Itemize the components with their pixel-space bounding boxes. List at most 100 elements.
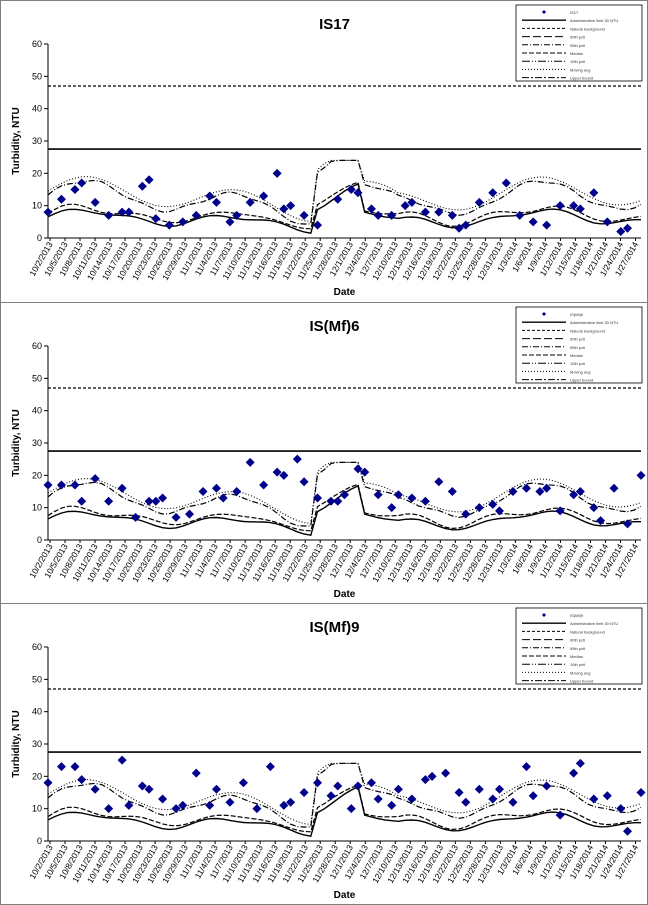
data-point xyxy=(43,778,53,788)
data-point xyxy=(117,755,127,765)
data-point xyxy=(272,467,282,477)
y-tick-label: 40 xyxy=(32,104,42,114)
data-point xyxy=(144,496,154,506)
data-point xyxy=(427,771,437,781)
y-tick-label: 20 xyxy=(32,771,42,781)
data-point xyxy=(447,487,457,496)
data-point xyxy=(575,758,585,768)
percentile-line xyxy=(47,483,642,532)
data-point xyxy=(454,223,464,233)
data-point xyxy=(623,223,633,233)
y-tick-label: 0 xyxy=(37,535,42,545)
data-point xyxy=(501,178,511,188)
data-point xyxy=(636,788,646,797)
y-tick-label: 0 xyxy=(37,233,42,243)
data-point xyxy=(623,826,633,836)
data-point xyxy=(211,784,221,794)
data-point xyxy=(346,804,356,814)
data-point xyxy=(360,467,370,477)
legend-label: Upper bound xyxy=(570,679,593,684)
legend-box xyxy=(515,607,643,685)
data-point xyxy=(70,480,80,490)
y-axis-label: Turbidity, NTU xyxy=(11,107,22,174)
data-point xyxy=(259,191,269,201)
legend-label: Upper bound xyxy=(570,76,593,81)
data-point xyxy=(494,784,504,794)
y-tick-label: 30 xyxy=(32,739,42,749)
data-point xyxy=(232,210,242,220)
data-point xyxy=(542,220,552,230)
data-point xyxy=(124,207,134,217)
data-point xyxy=(407,197,417,207)
data-point xyxy=(43,207,53,217)
data-point xyxy=(211,483,221,493)
data-point xyxy=(265,762,275,772)
data-point xyxy=(43,480,53,490)
data-point xyxy=(191,768,201,778)
data-point xyxy=(171,804,181,814)
data-point xyxy=(555,201,565,211)
legend-label: Administrative limit 30 NTU xyxy=(570,18,618,23)
upper-bound-line xyxy=(47,762,642,826)
y-tick-label: 30 xyxy=(32,136,42,146)
legend-label: 90th pctl xyxy=(570,337,585,342)
data-point xyxy=(158,794,168,804)
y-tick-label: 50 xyxy=(32,373,42,383)
y-tick-label: 20 xyxy=(32,470,42,480)
data-point xyxy=(353,781,363,791)
y-tick-label: 10 xyxy=(32,503,42,513)
data-point xyxy=(596,516,606,526)
legend-label: 10th pctl xyxy=(570,662,585,667)
chart-panel-is17: IS17 0 10 20 30 40 50 60 Turbidity, NTU 10/2/2013… xyxy=(0,0,648,303)
y-tick-label: 10 xyxy=(32,804,42,814)
data-point xyxy=(252,804,262,814)
legend-label: Moving avg xyxy=(570,670,590,675)
data-point xyxy=(393,490,403,500)
data-point xyxy=(488,499,498,509)
median-line xyxy=(47,182,641,235)
data-point xyxy=(447,210,457,220)
data-point xyxy=(616,804,626,814)
moving-avg-line xyxy=(47,762,642,828)
data-point xyxy=(569,201,579,211)
y-tick-label: 20 xyxy=(32,168,42,178)
y-tick-label: 0 xyxy=(37,836,42,846)
data-point xyxy=(333,194,343,204)
legend-label: Median xyxy=(570,353,583,358)
legend-marker xyxy=(542,10,546,14)
chart-title: IS17 xyxy=(319,16,350,33)
data-point xyxy=(589,503,599,513)
data-point xyxy=(535,487,545,496)
data-point xyxy=(521,483,531,493)
data-point xyxy=(326,496,336,506)
y-tick-label: 40 xyxy=(32,406,42,416)
data-point xyxy=(151,496,161,506)
data-point xyxy=(245,457,255,467)
data-point xyxy=(225,217,235,227)
y-tick-label: 50 xyxy=(32,674,42,684)
data-point xyxy=(185,509,195,519)
data-point xyxy=(124,800,134,810)
data-point xyxy=(117,207,127,217)
legend-label: 95th pctl xyxy=(570,43,585,48)
data-point xyxy=(575,204,585,214)
data-point xyxy=(171,512,181,522)
legend-label: 95th pctl xyxy=(570,646,585,651)
data-point xyxy=(454,788,464,797)
legend-label: 95th pctl xyxy=(570,345,585,350)
data-point xyxy=(211,197,221,207)
y-tick-label: 10 xyxy=(32,201,42,211)
data-point xyxy=(104,496,114,506)
data-point xyxy=(528,791,538,801)
data-point xyxy=(508,487,518,496)
data-point xyxy=(387,800,397,810)
chart-title: IS(Mf)6 xyxy=(310,318,360,335)
data-point xyxy=(474,503,484,513)
data-point xyxy=(353,188,363,198)
data-point xyxy=(279,204,289,214)
percentile-line xyxy=(47,181,642,230)
data-point xyxy=(137,781,147,791)
data-point xyxy=(191,210,201,220)
data-point xyxy=(286,797,296,807)
